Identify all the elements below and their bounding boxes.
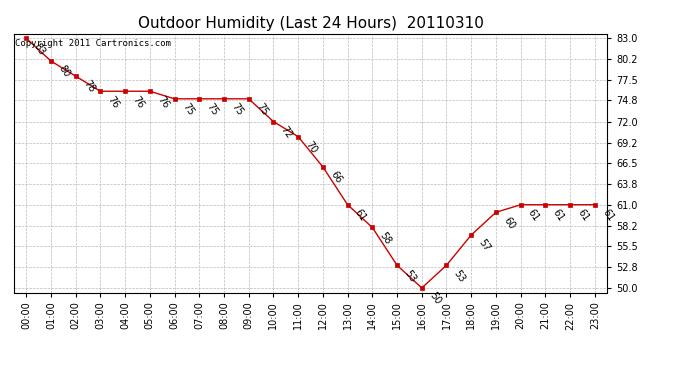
Text: 61: 61: [526, 207, 542, 223]
Text: 53: 53: [402, 268, 418, 284]
Text: 53: 53: [452, 268, 467, 284]
Text: 76: 76: [106, 94, 121, 110]
Text: 61: 61: [551, 207, 566, 223]
Text: 61: 61: [575, 207, 591, 223]
Text: Copyright 2011 Cartronics.com: Copyright 2011 Cartronics.com: [15, 39, 171, 48]
Text: 78: 78: [81, 79, 97, 95]
Text: 58: 58: [378, 230, 393, 246]
Text: 75: 75: [230, 102, 245, 118]
Text: 75: 75: [180, 102, 195, 118]
Text: 57: 57: [477, 238, 492, 254]
Text: 60: 60: [502, 215, 517, 231]
Text: 50: 50: [427, 291, 442, 307]
Text: 72: 72: [279, 124, 295, 140]
Text: 75: 75: [205, 102, 220, 118]
Text: 76: 76: [155, 94, 170, 110]
Text: 83: 83: [32, 41, 47, 57]
Text: 80: 80: [57, 64, 72, 80]
Text: 61: 61: [600, 207, 615, 223]
Text: 61: 61: [353, 207, 368, 223]
Text: 66: 66: [328, 170, 344, 186]
Text: 70: 70: [304, 140, 319, 155]
Text: 76: 76: [130, 94, 146, 110]
Text: 75: 75: [254, 102, 270, 118]
Title: Outdoor Humidity (Last 24 Hours)  20110310: Outdoor Humidity (Last 24 Hours) 2011031…: [137, 16, 484, 31]
